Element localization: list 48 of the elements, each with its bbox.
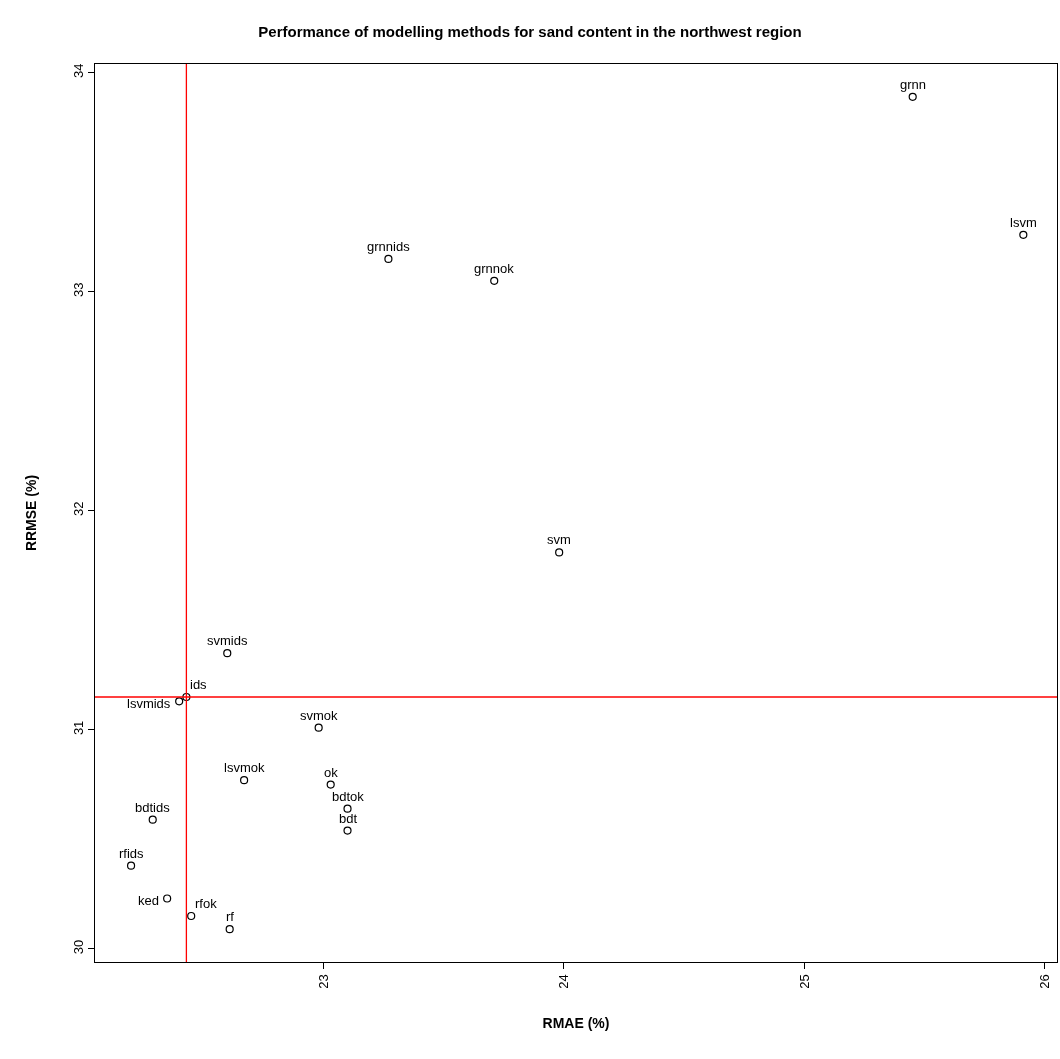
chart-title: Performance of modelling methods for sand content in the northwest region <box>258 22 802 40</box>
annotation: bdt <box>339 811 358 826</box>
annotation: svmok <box>300 708 339 723</box>
annotation: rf <box>226 909 235 924</box>
y-tick-label: 32 <box>70 501 86 517</box>
annotation: svmids <box>207 633 248 648</box>
y-tick-label: 30 <box>70 939 86 955</box>
annotation: lsvm <box>1010 215 1037 230</box>
point <box>908 92 917 101</box>
y-tick-label: 31 <box>70 720 86 736</box>
annotation: lsvmids <box>127 696 171 711</box>
point <box>384 254 393 264</box>
annotation: rfok <box>195 896 218 911</box>
x-tick-label: 24 <box>556 974 572 989</box>
point <box>1019 230 1028 239</box>
point <box>187 911 196 921</box>
annotation: svm <box>547 532 571 547</box>
annotation: grnnok <box>474 261 515 276</box>
annotation: grnnids <box>367 239 411 254</box>
point <box>163 894 172 903</box>
annotation: ked <box>138 893 159 908</box>
point <box>343 804 352 813</box>
point <box>326 780 335 789</box>
annotation: lsvmok <box>224 760 265 775</box>
annotation: grnn <box>900 77 927 92</box>
point <box>240 776 249 785</box>
point <box>182 692 191 702</box>
x-tick-label: 23 <box>315 974 331 989</box>
point <box>225 925 234 934</box>
point <box>490 276 499 285</box>
annotation: bdtids <box>135 800 171 815</box>
x-tick-label: 26 <box>1037 974 1053 989</box>
point <box>223 649 232 658</box>
point <box>343 826 352 835</box>
annotation: bdtok <box>332 789 365 804</box>
annotation: rfids <box>119 846 145 861</box>
point <box>555 548 564 557</box>
annotation: ok <box>324 765 339 780</box>
y-tick-label: 34 <box>70 63 86 79</box>
y-axis-title: RRMSE (%) <box>23 474 40 552</box>
point <box>314 723 323 732</box>
annotation: ids <box>190 677 208 692</box>
point <box>126 861 136 870</box>
y-tick-label: 33 <box>70 282 86 298</box>
x-axis-title: RMAE (%) <box>542 1014 610 1031</box>
x-tick-label: 25 <box>796 974 812 989</box>
point <box>175 697 184 706</box>
point <box>148 815 157 824</box>
